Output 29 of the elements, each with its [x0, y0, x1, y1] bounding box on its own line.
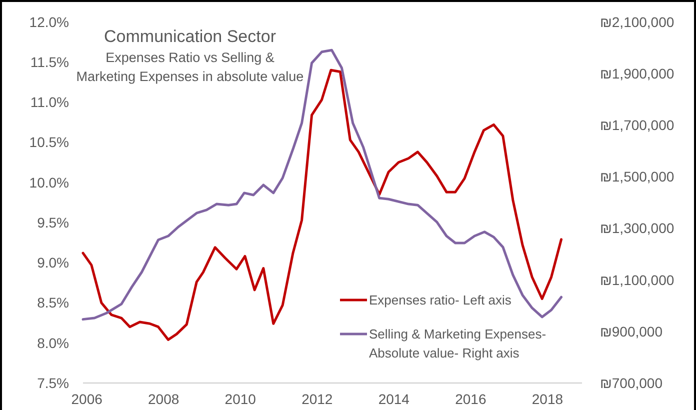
y2-tick-label: ₪1,700,000	[600, 117, 674, 134]
y2-tick-label: ₪1,900,000	[600, 65, 674, 82]
x-tick-label: 2008	[148, 391, 180, 407]
y2-tick-label: ₪900,000	[600, 323, 663, 340]
x-tick-label: 2014	[378, 391, 410, 407]
y-tick-label: 10.0%	[29, 174, 69, 190]
y-tick-label: 10.5%	[29, 134, 69, 150]
y-tick-label: 8.0%	[37, 334, 69, 351]
y-tick-label: 9.5%	[37, 214, 69, 230]
chart-title: Communication Sector	[104, 27, 276, 46]
y-tick-label: 9.0%	[37, 254, 69, 271]
y-tick-label: 12.0%	[29, 14, 69, 30]
x-tick-label: 2018	[532, 391, 564, 407]
y2-tick-label: ₪1,500,000	[600, 168, 674, 185]
x-tick-label: 2010	[224, 391, 256, 407]
y2-tick-label: ₪1,100,000	[600, 272, 674, 288]
y-tick-label: 11.0%	[30, 94, 69, 110]
legend-label: Expenses ratio- Left axis	[369, 292, 512, 308]
y2-tick-label: ₪1,300,000	[600, 220, 674, 236]
x-tick-label: 2012	[302, 391, 333, 407]
y-tick-label: 8.5%	[37, 294, 69, 311]
x-tick-label: 2016	[455, 391, 486, 407]
y2-tick-label: ₪700,000	[600, 374, 663, 391]
y2-tick-label: ₪2,100,000	[600, 14, 674, 30]
text: Expenses Ratio vs Selling & Marketing Expenses in absolute value	[76, 50, 304, 84]
y-tick-label: 11.5%	[30, 54, 69, 70]
y-tick-label: 7.5%	[37, 374, 69, 391]
x-tick-label: 2006	[71, 391, 103, 407]
legend-label: Selling & Marketing Expenses- Absolute value- Right axis	[369, 326, 546, 361]
